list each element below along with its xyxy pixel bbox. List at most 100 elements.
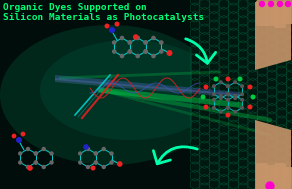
Circle shape: [226, 98, 230, 102]
Circle shape: [248, 84, 253, 90]
FancyBboxPatch shape: [274, 163, 286, 189]
Circle shape: [26, 147, 30, 151]
Circle shape: [109, 160, 114, 165]
Circle shape: [166, 50, 173, 56]
Circle shape: [219, 96, 223, 100]
Circle shape: [204, 84, 208, 90]
Text: Organic Dyes Supported on: Organic Dyes Supported on: [3, 3, 147, 12]
Circle shape: [135, 54, 140, 58]
Circle shape: [94, 160, 98, 165]
Circle shape: [269, 2, 274, 6]
Circle shape: [26, 165, 30, 169]
FancyBboxPatch shape: [265, 0, 277, 26]
Circle shape: [21, 132, 25, 136]
Circle shape: [94, 160, 98, 165]
Circle shape: [114, 22, 119, 26]
FancyBboxPatch shape: [192, 0, 292, 189]
Circle shape: [83, 144, 89, 150]
Circle shape: [105, 23, 110, 29]
Circle shape: [226, 92, 230, 96]
Circle shape: [219, 110, 223, 114]
Circle shape: [16, 137, 22, 143]
Circle shape: [135, 36, 140, 40]
Circle shape: [91, 166, 95, 170]
Circle shape: [143, 40, 148, 45]
Circle shape: [233, 96, 237, 100]
Text: Silicon Materials as Photocatalysts: Silicon Materials as Photocatalysts: [3, 13, 204, 22]
Circle shape: [159, 49, 164, 54]
Circle shape: [112, 40, 117, 45]
Polygon shape: [55, 78, 240, 98]
Circle shape: [109, 151, 114, 156]
Circle shape: [102, 147, 106, 151]
Circle shape: [41, 165, 46, 169]
FancyArrowPatch shape: [186, 39, 216, 63]
Circle shape: [143, 49, 148, 54]
Circle shape: [78, 160, 82, 165]
Circle shape: [226, 98, 230, 102]
Circle shape: [233, 94, 237, 98]
Circle shape: [233, 80, 237, 84]
Circle shape: [94, 151, 98, 156]
Circle shape: [226, 84, 230, 88]
Circle shape: [102, 165, 106, 169]
Circle shape: [213, 77, 218, 81]
Circle shape: [204, 105, 208, 109]
Circle shape: [109, 27, 115, 33]
Circle shape: [226, 92, 230, 96]
Polygon shape: [55, 75, 240, 96]
FancyBboxPatch shape: [283, 0, 292, 24]
Circle shape: [112, 49, 117, 54]
Circle shape: [151, 54, 156, 58]
Circle shape: [266, 182, 274, 189]
Circle shape: [219, 80, 223, 84]
FancyBboxPatch shape: [283, 167, 292, 189]
Circle shape: [233, 110, 237, 114]
Circle shape: [226, 84, 230, 88]
Circle shape: [34, 160, 38, 165]
Circle shape: [225, 77, 230, 81]
FancyBboxPatch shape: [256, 163, 268, 189]
Circle shape: [117, 161, 123, 167]
Circle shape: [12, 134, 16, 138]
Ellipse shape: [40, 40, 220, 140]
FancyArrowPatch shape: [153, 147, 197, 164]
Circle shape: [78, 151, 82, 156]
Circle shape: [212, 84, 216, 88]
Circle shape: [143, 40, 148, 45]
FancyBboxPatch shape: [265, 165, 277, 189]
Polygon shape: [255, 2, 291, 70]
Circle shape: [240, 84, 244, 88]
Circle shape: [34, 151, 38, 156]
Circle shape: [226, 106, 230, 110]
Circle shape: [212, 92, 216, 96]
Circle shape: [27, 165, 33, 171]
Circle shape: [18, 160, 22, 165]
Circle shape: [277, 2, 282, 6]
Circle shape: [159, 40, 164, 45]
Circle shape: [128, 49, 132, 54]
Circle shape: [34, 151, 38, 156]
Polygon shape: [255, 120, 291, 189]
Circle shape: [94, 151, 98, 156]
Circle shape: [219, 94, 223, 98]
Circle shape: [143, 49, 148, 54]
Circle shape: [212, 106, 216, 110]
Circle shape: [225, 112, 230, 118]
Circle shape: [240, 98, 244, 102]
Circle shape: [201, 94, 206, 99]
Circle shape: [86, 147, 90, 151]
Circle shape: [86, 165, 90, 169]
Circle shape: [260, 2, 265, 6]
Circle shape: [248, 105, 253, 109]
FancyBboxPatch shape: [256, 0, 268, 26]
Circle shape: [34, 160, 38, 165]
Circle shape: [128, 40, 132, 45]
Circle shape: [128, 49, 132, 54]
Circle shape: [237, 77, 242, 81]
Circle shape: [49, 151, 54, 156]
Circle shape: [251, 94, 256, 99]
Circle shape: [212, 98, 216, 102]
Circle shape: [120, 36, 124, 40]
Circle shape: [151, 36, 156, 40]
